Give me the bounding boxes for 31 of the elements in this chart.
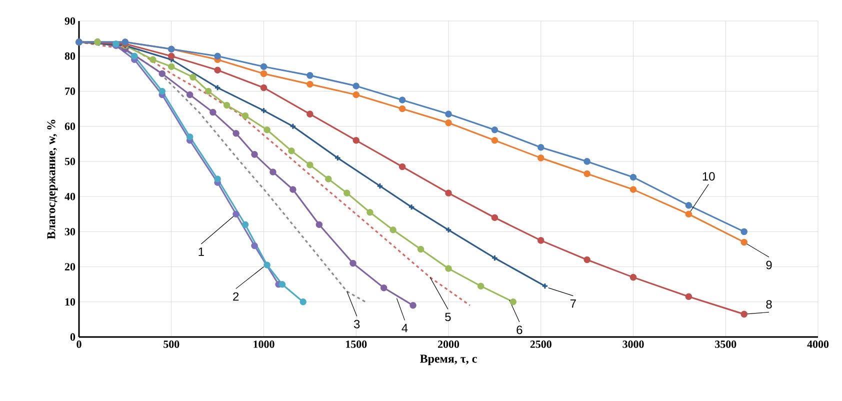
- annotation: 8: [766, 300, 772, 309]
- y-tick-label: 70: [65, 88, 76, 95]
- x-tick-label: 3500: [715, 340, 736, 348]
- y-tick-label: 90: [64, 17, 76, 25]
- annotation: 3: [354, 320, 360, 328]
- annotation: 10: [702, 172, 715, 181]
- x-tick-label: 4000: [807, 340, 829, 348]
- y-tick-label: 0: [70, 333, 76, 341]
- y-tick-label: 50: [64, 158, 76, 166]
- y-tick-label: 40: [64, 192, 76, 200]
- y-tick-label: 80: [64, 52, 76, 60]
- x-tick-label: 1000: [254, 340, 274, 348]
- x-tick-label: 3000: [622, 340, 644, 348]
- x-tick-label: 0: [76, 340, 82, 348]
- x-tick-label: 2000: [438, 340, 460, 348]
- y-tick-label: 30: [64, 228, 76, 236]
- x-tick-label: 2500: [530, 340, 552, 348]
- annotation: 9: [766, 260, 772, 270]
- y-tick-label: 20: [64, 263, 76, 270]
- x-tick-label: 500: [164, 340, 180, 348]
- y-tick-label: 10: [65, 298, 76, 306]
- annotation: 6: [516, 326, 522, 334]
- annotation: 1: [198, 248, 204, 256]
- x-tick-label: 1500: [346, 340, 367, 348]
- x-axis-title: Время, τ, с: [420, 354, 477, 366]
- annotation: 2: [233, 292, 239, 301]
- annotation: 7: [570, 299, 576, 308]
- annotation: 4: [402, 324, 408, 332]
- y-tick-label: 60: [64, 122, 76, 130]
- annotation: 5: [445, 312, 451, 322]
- y-axis-title: Влагосдержание, w, %: [47, 120, 58, 240]
